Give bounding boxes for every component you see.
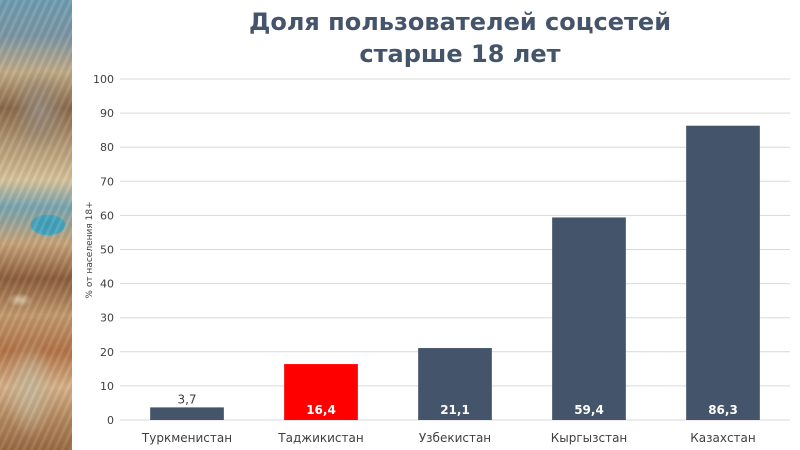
y-tick-label-100: 100 <box>93 73 114 86</box>
bar-2 <box>284 364 358 420</box>
bar-value-label-4: 59,4 <box>574 403 604 417</box>
bar-value-label-5: 86,3 <box>708 403 738 417</box>
y-tick-label-70: 70 <box>100 175 114 188</box>
bar-3 <box>418 348 492 420</box>
chart-title-line-1: Доля пользователей соцсетей <box>248 8 672 36</box>
bar-value-label-1: 3,7 <box>177 392 196 406</box>
map-background-strip <box>0 0 72 450</box>
y-tick-label-80: 80 <box>100 141 114 154</box>
y-tick-label-10: 10 <box>100 380 114 393</box>
x-category-label-2: Таджикистан <box>277 431 363 445</box>
y-tick-label-30: 30 <box>100 312 114 325</box>
chart-title: Доля пользователей соцсетей старше 18 ле… <box>120 6 800 70</box>
x-category-label-4: Кыргызстан <box>551 431 628 445</box>
y-tick-label-60: 60 <box>100 209 114 222</box>
y-tick-label-40: 40 <box>100 278 114 291</box>
x-category-label-5: Казахстан <box>690 431 756 445</box>
bar-5 <box>686 125 760 420</box>
y-tick-label-20: 20 <box>100 346 114 359</box>
y-tick-label-0: 0 <box>107 414 114 427</box>
y-axis-title: % от населения 18+ <box>85 201 95 298</box>
bar-4 <box>552 217 626 420</box>
y-tick-label-90: 90 <box>100 107 114 120</box>
bar-value-label-2: 16,4 <box>306 403 336 417</box>
x-category-label-1: Туркменистан <box>141 431 232 445</box>
x-category-label-3: Узбекистан <box>419 431 491 445</box>
bar-value-label-3: 21,1 <box>440 403 470 417</box>
bar-1 <box>150 407 224 420</box>
y-tick-label-50: 50 <box>100 244 114 257</box>
chart-title-line-2: старше 18 лет <box>359 40 561 68</box>
